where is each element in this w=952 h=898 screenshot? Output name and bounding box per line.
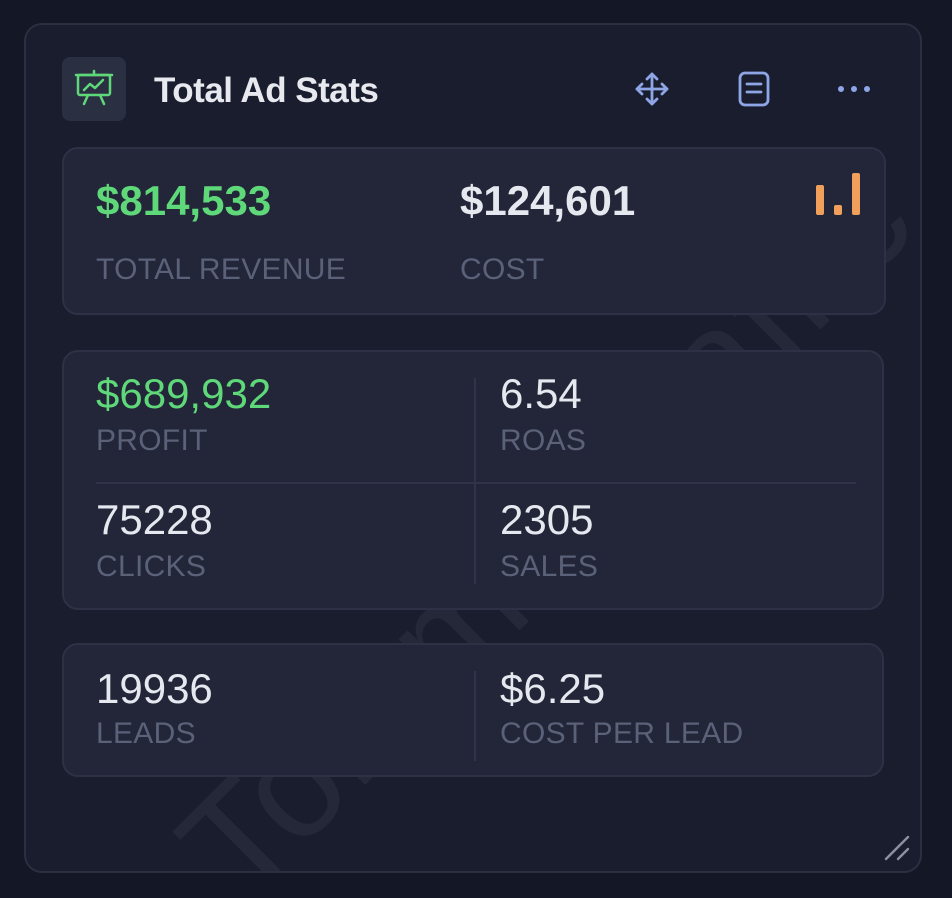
metrics-vertical-divider (474, 378, 476, 584)
move-arrows-icon (635, 72, 669, 106)
clicks-value: 75228 (96, 496, 213, 543)
bar-chart-icon (816, 173, 860, 215)
summary-card: $814,533 TOTAL REVENUE $124,601 COST (62, 147, 886, 315)
metrics-card: $689,932 PROFIT 6.54 ROAS 75228 CLICKS 2… (62, 350, 884, 610)
metrics-horizontal-divider (96, 482, 856, 484)
leads-card: 19936 LEADS $6.25 COST PER LEAD (62, 643, 884, 777)
chart-toggle-button[interactable] (812, 171, 864, 221)
sales-label: SALES (500, 550, 599, 583)
widget-header: Total Ad Stats (62, 57, 884, 123)
notes-button[interactable] (732, 67, 776, 111)
roas-label: ROAS (500, 424, 587, 457)
cost-label: COST (460, 253, 545, 286)
more-button[interactable] (832, 67, 876, 111)
roas-value: 6.54 (500, 370, 582, 417)
revenue-value: $814,533 (96, 177, 272, 224)
leads-vertical-divider (474, 671, 476, 761)
cpl-label: COST PER LEAD (500, 717, 744, 750)
resize-handle-icon (884, 835, 910, 861)
sales-value: 2305 (500, 496, 594, 543)
clicks-label: CLICKS (96, 550, 207, 583)
leads-value: 19936 (96, 665, 213, 712)
profit-label: PROFIT (96, 424, 208, 457)
ad-stats-widget: TommieTraffic Total Ad Stats (24, 23, 922, 873)
cpl-value: $6.25 (500, 665, 606, 712)
move-button[interactable] (630, 67, 674, 111)
profit-value: $689,932 (96, 370, 272, 417)
document-icon (738, 71, 770, 107)
presentation-chart-icon (62, 57, 126, 121)
more-dots-icon (838, 86, 870, 92)
resize-handle[interactable] (882, 833, 914, 865)
widget-title: Total Ad Stats (154, 71, 379, 110)
leads-label: LEADS (96, 717, 196, 750)
revenue-label: TOTAL REVENUE (96, 253, 347, 286)
cost-value: $124,601 (460, 177, 636, 224)
